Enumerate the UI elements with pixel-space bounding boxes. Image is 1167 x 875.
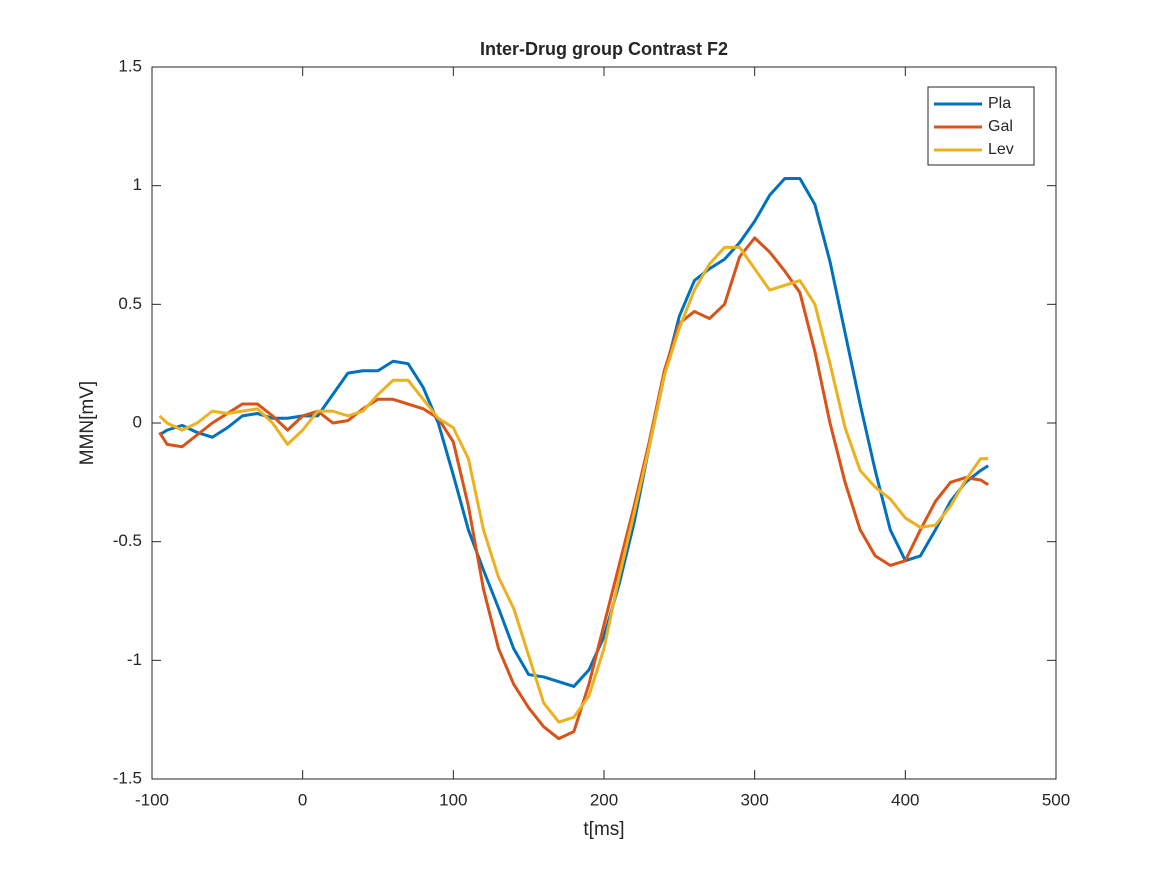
legend-label: Lev xyxy=(988,141,1014,158)
x-tick-label: 400 xyxy=(891,790,919,809)
y-tick-label: -1 xyxy=(127,650,142,669)
y-axis-label: MMN[mV] xyxy=(77,381,98,465)
y-tick-label: -1.5 xyxy=(113,768,142,787)
x-tick-label: -100 xyxy=(135,790,169,809)
legend-label: Pla xyxy=(988,95,1011,112)
x-tick-label: 200 xyxy=(590,790,618,809)
y-tick-label: 0.5 xyxy=(118,294,142,313)
y-tick-label: 1.5 xyxy=(118,56,142,75)
series-line xyxy=(158,245,989,724)
x-axis-label: t[ms] xyxy=(583,819,624,840)
series-line xyxy=(158,177,990,688)
chart-title: Inter-Drug group Contrast F2 xyxy=(480,39,728,59)
y-tick-label: 1 xyxy=(133,175,142,194)
x-tick-label: 300 xyxy=(740,790,768,809)
plot-box xyxy=(151,66,1057,780)
series-line xyxy=(158,236,990,741)
x-tick-label: 0 xyxy=(298,790,307,809)
x-tick-label: 500 xyxy=(1042,790,1070,809)
x-tick-label: 100 xyxy=(439,790,467,809)
y-tick-label: 0 xyxy=(133,412,142,431)
legend-label: Gal xyxy=(988,118,1013,135)
y-tick-label: -0.5 xyxy=(113,531,142,550)
